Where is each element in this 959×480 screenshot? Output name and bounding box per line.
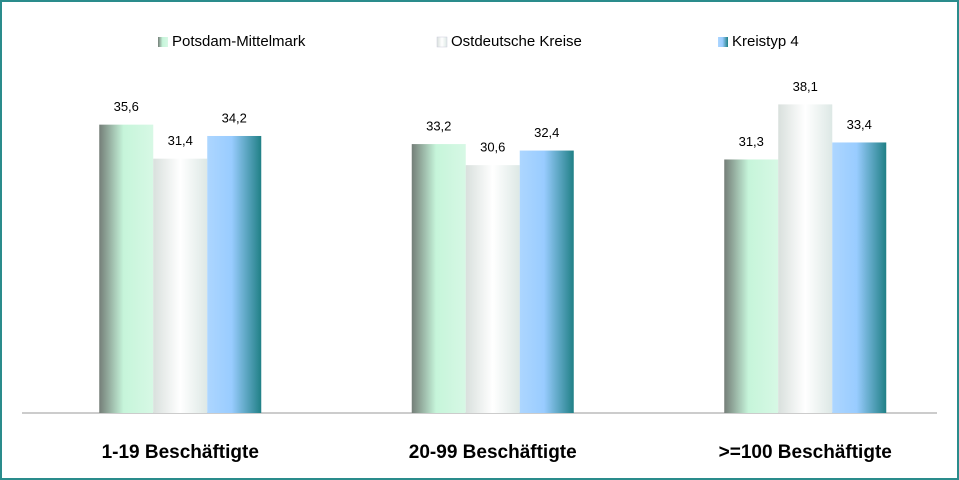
bar <box>724 159 779 413</box>
bar <box>465 165 520 413</box>
legend-label: Potsdam-Mittelmark <box>172 33 306 50</box>
value-label: 33,4 <box>847 117 872 132</box>
x-tick-label: 20-99 Beschäftigte <box>409 442 577 463</box>
bar <box>153 158 208 413</box>
legend-marker <box>436 36 448 48</box>
value-label: 33,2 <box>426 119 451 134</box>
bar <box>411 144 466 413</box>
value-label: 30,6 <box>480 140 505 155</box>
bar <box>207 135 262 414</box>
legend-marker <box>158 37 168 47</box>
value-label: 31,3 <box>739 134 764 149</box>
bar <box>778 104 833 413</box>
value-label: 32,4 <box>534 125 559 140</box>
value-label: 38,1 <box>793 79 818 94</box>
bar <box>832 142 887 413</box>
bar <box>519 150 574 413</box>
legend-marker <box>718 37 728 47</box>
value-label: 34,2 <box>222 110 247 125</box>
bar <box>99 124 154 413</box>
x-tick-label: >=100 Beschäftigte <box>719 442 892 463</box>
value-label: 31,4 <box>168 133 193 148</box>
value-label: 35,6 <box>114 99 139 114</box>
legend-label: Ostdeutsche Kreise <box>451 33 582 50</box>
x-tick-label: 1-19 Beschäftigte <box>102 442 259 463</box>
legend-label: Kreistyp 4 <box>732 33 799 50</box>
